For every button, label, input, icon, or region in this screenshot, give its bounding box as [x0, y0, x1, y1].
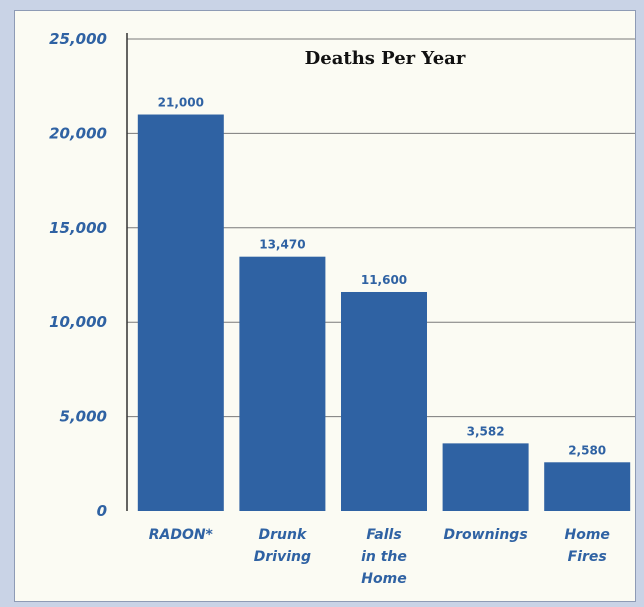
- category-label: Falls in the Home: [361, 527, 407, 587]
- y-tick-label: 15,000: [49, 219, 107, 237]
- y-tick-label: 10,000: [49, 313, 107, 331]
- chart-frame: 0 5,000 10,000 15,000 20,000 25,000 21,000 13,…: [14, 10, 636, 602]
- y-tick-label: 5,000: [60, 408, 107, 426]
- category-labels: RADON* Drunk Driving Falls in the Home Drownin…: [149, 527, 610, 587]
- bar: [239, 256, 326, 511]
- data-label: 11,600: [361, 273, 407, 287]
- bar: [341, 291, 427, 511]
- bar-chart: 0 5,000 10,000 15,000 20,000 25,000 21,000 13,…: [49, 30, 635, 587]
- bar: [137, 114, 224, 512]
- y-tick-label: 20,000: [49, 124, 107, 142]
- y-axis-ticks: 0 5,000 10,000 15,000 20,000 25,000: [49, 30, 107, 520]
- data-labels: 21,000 13,470 11,600 3,582 2,580: [158, 96, 607, 458]
- data-label: 2,580: [568, 443, 606, 457]
- category-label: Drownings: [444, 527, 528, 543]
- bars: [137, 114, 631, 512]
- data-label: 21,000: [158, 96, 204, 110]
- chart-title: Deaths Per Year: [305, 48, 466, 69]
- data-label: 13,470: [259, 238, 305, 252]
- y-tick-label: 0: [97, 502, 107, 520]
- category-label: Drunk Driving: [254, 527, 311, 565]
- data-label: 3,582: [467, 424, 505, 438]
- y-tick-label: 25,000: [49, 30, 107, 48]
- bar: [442, 443, 529, 511]
- bar: [544, 462, 631, 511]
- category-label: RADON*: [149, 527, 214, 543]
- category-label: Home Fires: [564, 527, 609, 565]
